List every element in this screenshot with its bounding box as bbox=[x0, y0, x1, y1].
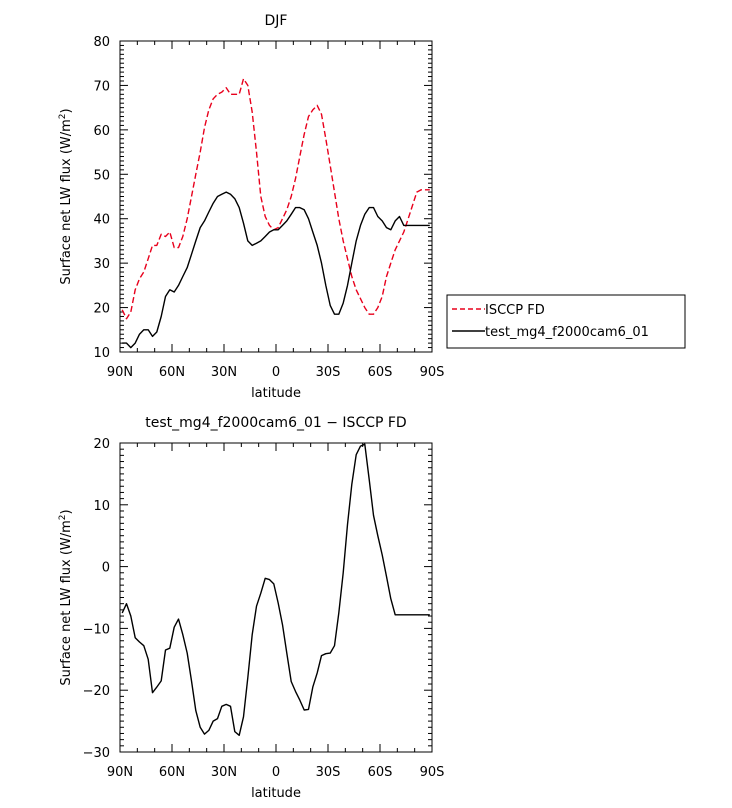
y-axis-label-end: ) bbox=[59, 509, 74, 514]
y-axis-label-main: Surface net LW flux (W/m bbox=[59, 119, 74, 284]
y-tick-label: −30 bbox=[83, 746, 110, 761]
plot-frame bbox=[119, 40, 433, 353]
series-line-isccp-fd bbox=[121, 78, 430, 320]
x-tick-label: 90S bbox=[420, 365, 445, 380]
y-tick-label: 10 bbox=[93, 346, 110, 361]
y-axis-label: Surface net LW flux (W/m2) bbox=[58, 509, 74, 685]
y-axis-label-superscript: 2 bbox=[58, 113, 68, 119]
x-axis-ticks bbox=[119, 443, 433, 752]
x-tick-label: 30N bbox=[211, 765, 237, 780]
x-tick-label: 60S bbox=[368, 365, 393, 380]
y-tick-label: −20 bbox=[83, 684, 110, 699]
y-axis-label-end: ) bbox=[59, 108, 74, 113]
chart-title: test_mg4_f2000cam6_01 − ISCCP FD bbox=[145, 415, 406, 431]
y-tick-label: −10 bbox=[83, 622, 110, 637]
panel-djf: DJF 10 20 30 40 50 60 70 80 90N 60N 30N 0 30S 60S 90S la… bbox=[58, 13, 686, 401]
y-tick-label: 60 bbox=[93, 124, 110, 139]
x-tick-label: 90N bbox=[107, 365, 133, 380]
y-axis-label-superscript: 2 bbox=[58, 514, 68, 520]
legend-entry: test_mg4_f2000cam6_01 bbox=[485, 325, 649, 340]
y-tick-label: 20 bbox=[93, 437, 110, 452]
x-tick-label: 30S bbox=[316, 765, 341, 780]
y-axis-ticks bbox=[120, 40, 432, 353]
y-tick-label: 40 bbox=[93, 213, 110, 228]
x-axis-ticks bbox=[119, 41, 433, 352]
x-tick-label: 60S bbox=[368, 765, 393, 780]
x-tick-label: 90N bbox=[107, 765, 133, 780]
y-tick-label: 50 bbox=[93, 168, 110, 183]
legend-entry: ISCCP FD bbox=[485, 303, 545, 318]
chart-title: DJF bbox=[265, 13, 288, 29]
y-tick-label: 20 bbox=[93, 302, 110, 317]
x-tick-label: 60N bbox=[159, 765, 185, 780]
legend: ISCCP FD test_mg4_f2000cam6_01 bbox=[446, 294, 686, 349]
y-tick-label: 70 bbox=[93, 79, 110, 94]
x-axis-label: latitude bbox=[251, 786, 301, 801]
y-tick-label: 0 bbox=[102, 561, 110, 576]
x-tick-label: 90S bbox=[420, 765, 445, 780]
y-axis-label: Surface net LW flux (W/m2) bbox=[58, 108, 74, 284]
x-tick-label: 0 bbox=[272, 365, 280, 380]
x-tick-label: 30S bbox=[316, 365, 341, 380]
y-tick-label: 10 bbox=[93, 499, 110, 514]
x-tick-label: 60N bbox=[159, 365, 185, 380]
x-axis-label: latitude bbox=[251, 386, 301, 401]
legend-box bbox=[446, 294, 686, 349]
x-tick-label: 30N bbox=[211, 365, 237, 380]
y-tick-label: 80 bbox=[93, 35, 110, 50]
series-line-test-mg4-f2000cam6-01 bbox=[122, 191, 430, 349]
x-tick-label: 0 bbox=[272, 765, 280, 780]
y-axis-label-main: Surface net LW flux (W/m bbox=[59, 520, 74, 685]
plot-frame bbox=[119, 442, 433, 753]
y-axis-ticks bbox=[120, 442, 432, 753]
difference-line bbox=[121, 443, 430, 736]
y-tick-label: 30 bbox=[93, 257, 110, 272]
panel-difference: test_mg4_f2000cam6_01 − ISCCP FD −30 −20 −1… bbox=[58, 415, 444, 801]
